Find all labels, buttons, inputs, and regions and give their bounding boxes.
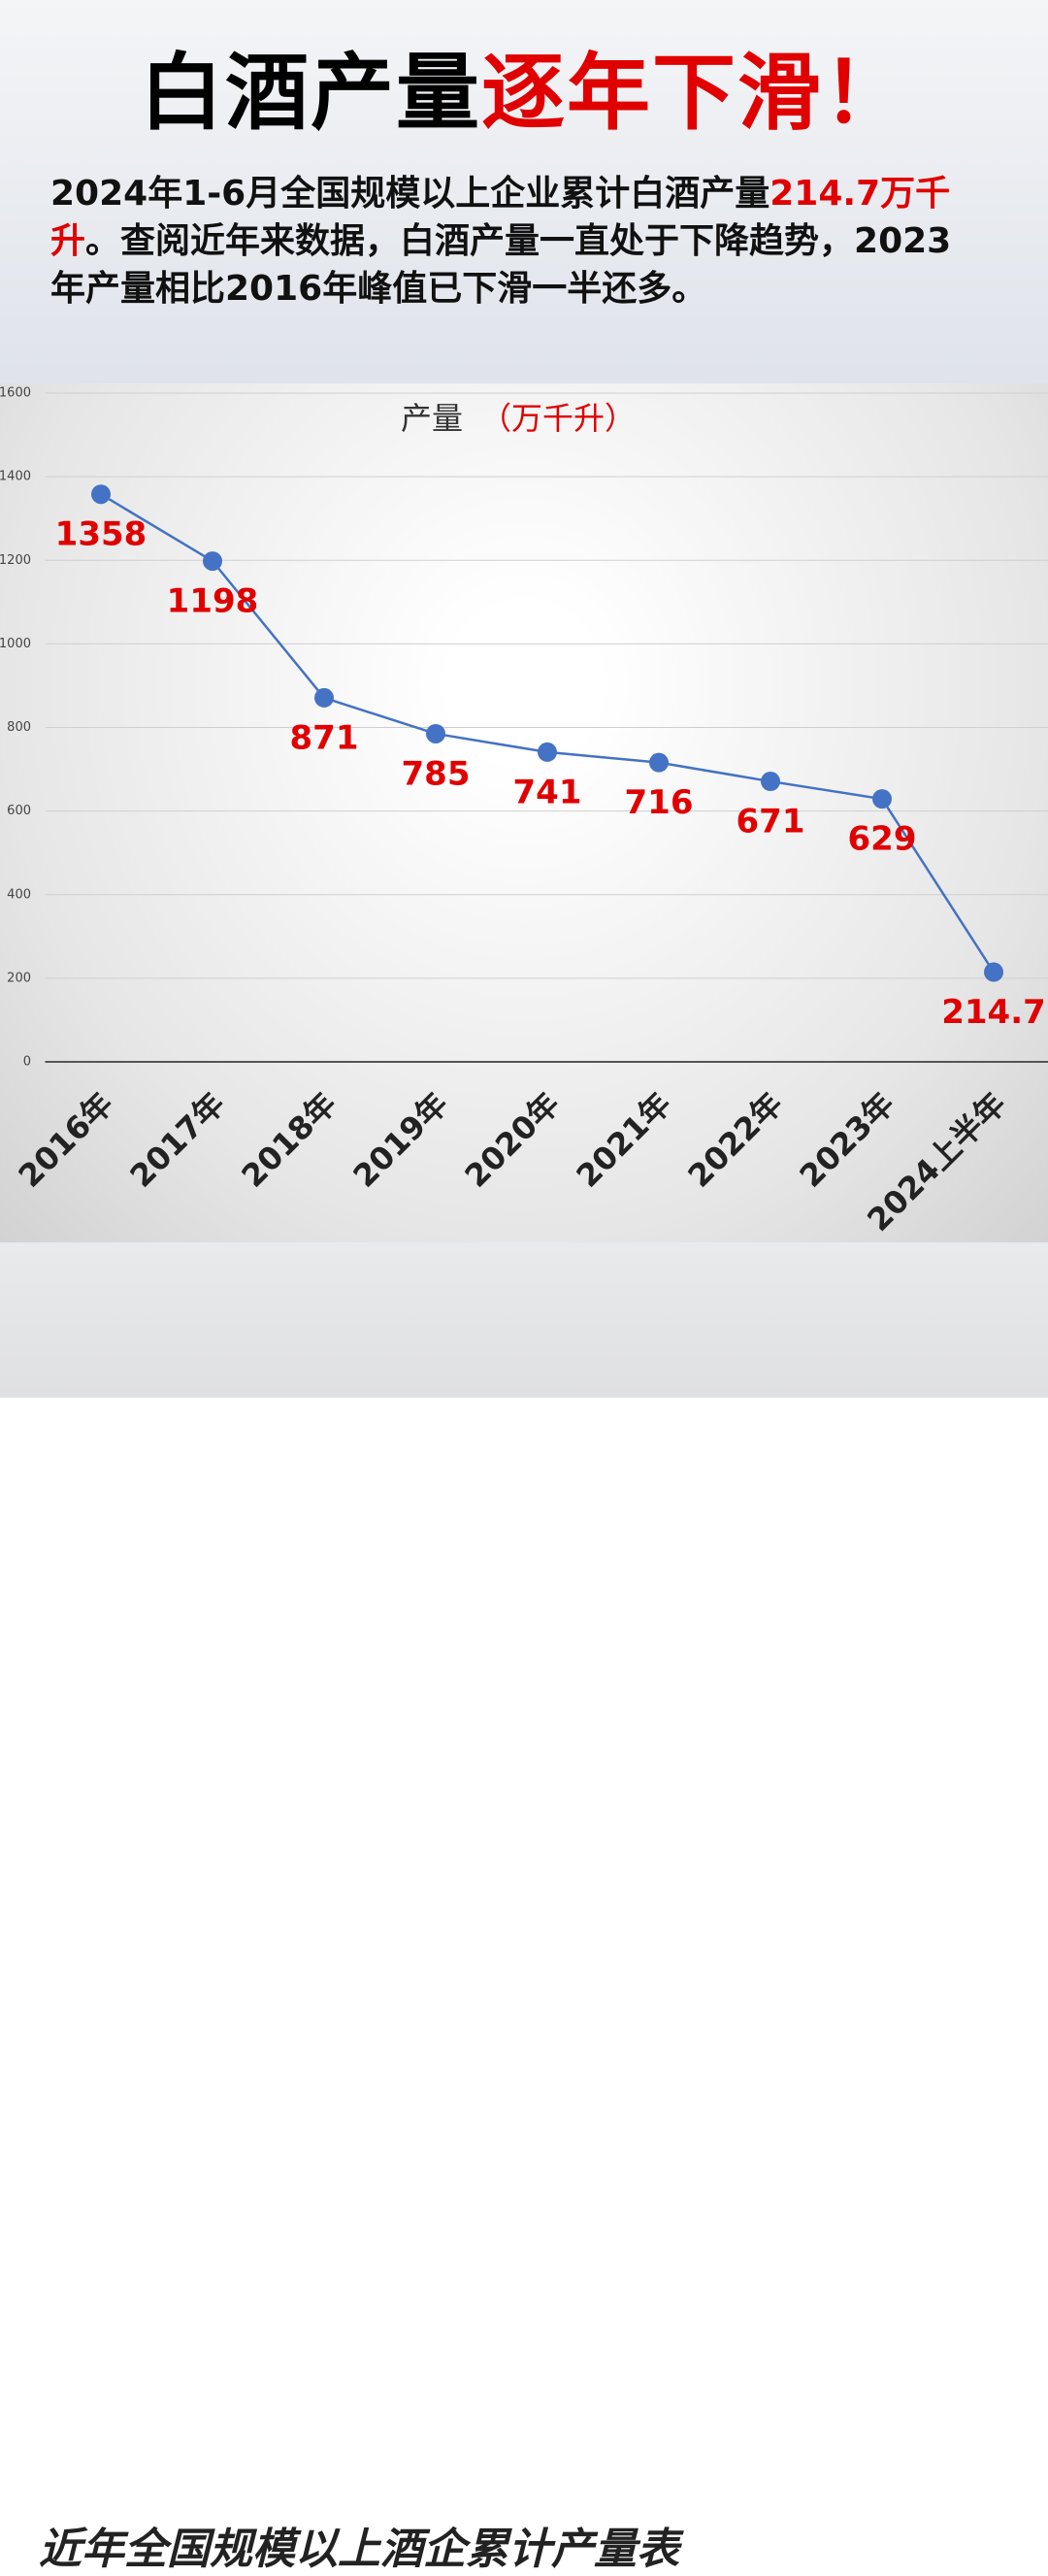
intro-part: 。查阅近年来数据，白酒产量一直处于下降趋势，2023年产量相比2016年峰值已下… <box>50 221 952 309</box>
point <box>538 742 557 762</box>
point <box>649 752 669 773</box>
y-tick-label: 600 <box>7 804 31 818</box>
y-tick-label: 1000 <box>0 637 31 651</box>
data-label: 1358 <box>55 515 147 554</box>
data-label: 741 <box>513 773 582 811</box>
x-tick-label: 2017年 <box>123 1085 232 1194</box>
point <box>872 789 892 809</box>
x-tick-label: 2019年 <box>346 1085 455 1194</box>
headline-part: 逐年下滑！ <box>481 45 908 142</box>
point <box>314 687 334 708</box>
intro: 2024年1-6月全国规模以上企业累计白酒产量214.7万千升。查阅近年来数据，… <box>50 170 963 313</box>
x-tick-label: 2021年 <box>570 1085 678 1194</box>
headline: 白酒产量逐年下滑！ <box>0 24 1048 146</box>
line <box>100 493 996 974</box>
y-tick-label: 1600 <box>0 386 31 401</box>
x-tick-label: 2020年 <box>458 1085 567 1194</box>
point <box>91 484 111 505</box>
data-label: 1198 <box>167 582 259 621</box>
y-tick-label: 200 <box>7 971 31 985</box>
data-label: 716 <box>625 783 694 822</box>
x-tick-label: 2023年 <box>793 1085 901 1194</box>
x-tick-label: 2018年 <box>235 1085 344 1194</box>
y-tick-label: 1400 <box>0 470 31 484</box>
chart: 产量 （万千升） 0 200 400 600 800 1000 1200 1400 1600 20… <box>0 383 1048 1242</box>
point <box>984 962 1003 982</box>
data-label: 671 <box>737 803 805 842</box>
chart-unit: （万千升） <box>480 400 636 437</box>
y-tick-label: 400 <box>7 887 31 902</box>
intro-part: 2024年1-6月全国规模以上企业累计白酒产量 <box>50 174 770 214</box>
data-label: 629 <box>848 820 917 859</box>
intro-part: 214.7万千升 <box>50 174 951 261</box>
caption: 近年全国规模以上酒企累计产量表 <box>39 2525 679 2574</box>
chart-title: 产量 <box>401 400 463 437</box>
data-label: 214.7 <box>941 993 1046 1032</box>
point <box>761 772 780 792</box>
data-label: 785 <box>402 754 471 793</box>
point <box>426 723 445 743</box>
y-tick-label: 1200 <box>0 553 31 568</box>
header: 白酒产量逐年下滑！ 2024年1-6月全国规模以上企业累计白酒产量214.7万千… <box>0 0 1048 383</box>
y-tick-label: 800 <box>7 720 31 735</box>
x-tick-label: 2022年 <box>681 1085 790 1194</box>
headline-part: 白酒产量 <box>140 45 481 142</box>
y-tick-label: 0 <box>23 1055 31 1070</box>
footer: 近年全国规模以上酒企累计产量表 <box>0 1242 1048 2574</box>
x-tick-label: 2016年 <box>12 1085 120 1194</box>
point <box>203 551 222 572</box>
data-label: 871 <box>290 718 359 757</box>
